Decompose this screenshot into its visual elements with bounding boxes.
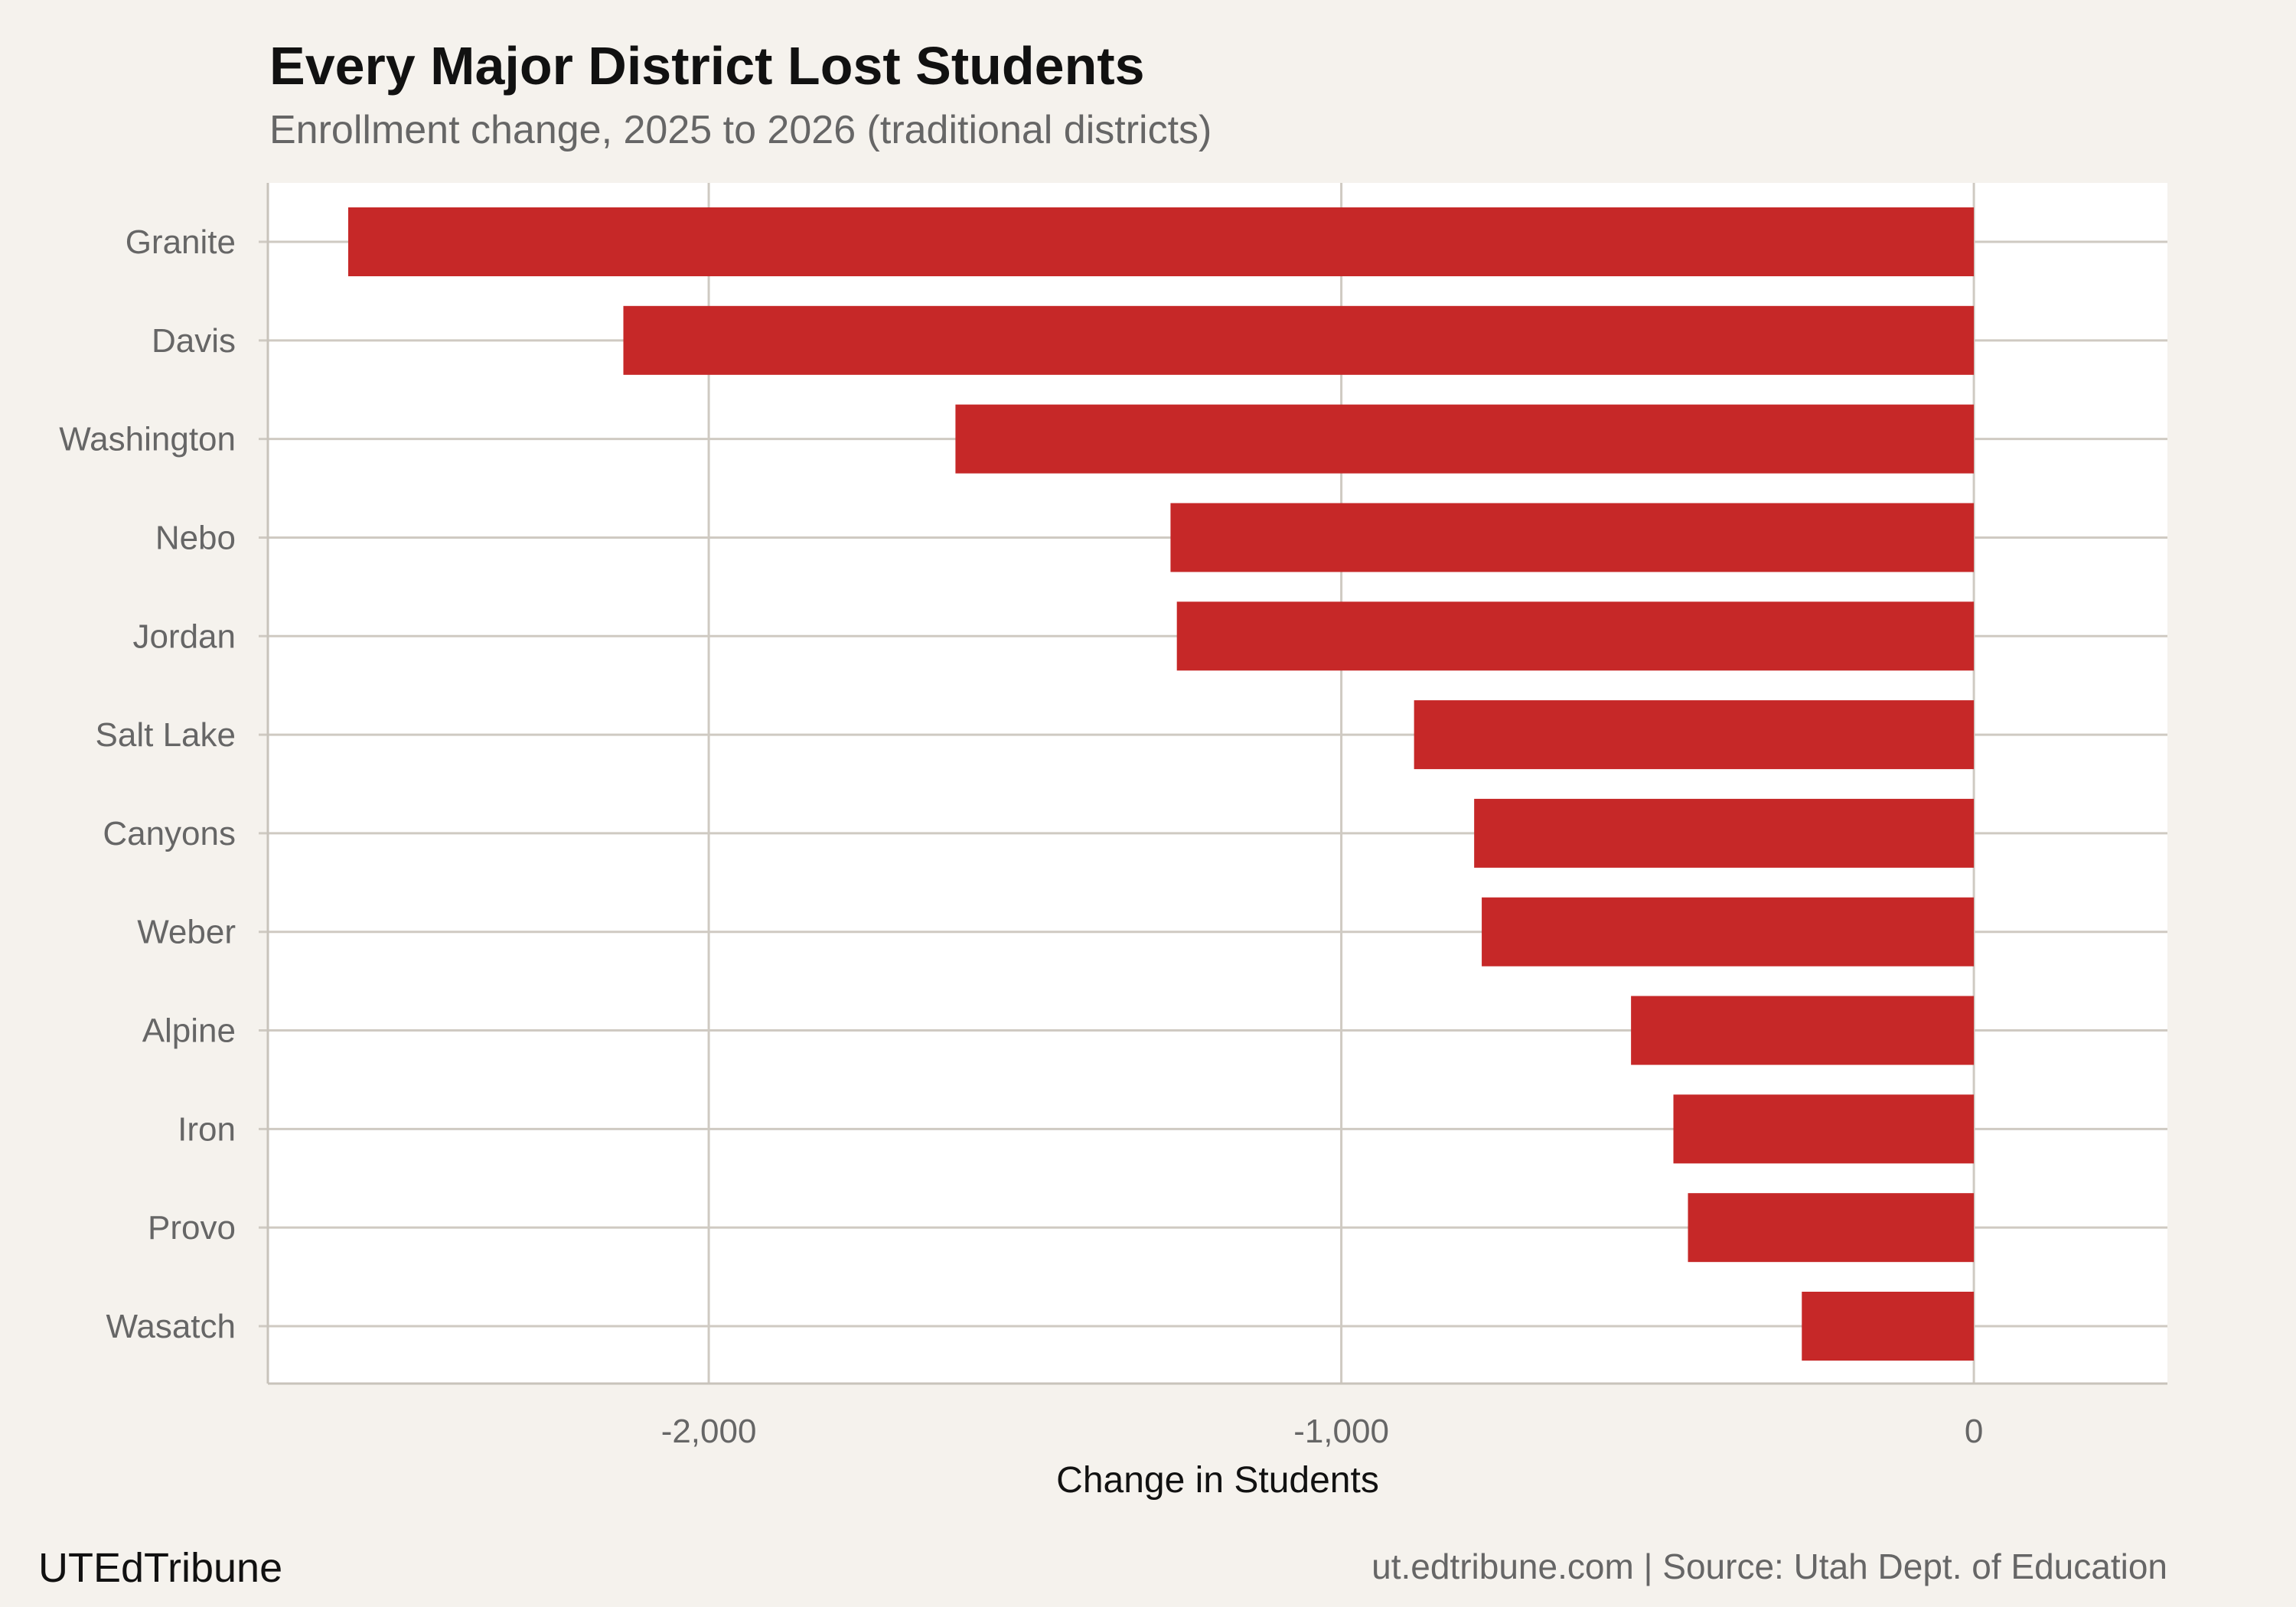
bar-granite [347, 207, 1975, 276]
y-category-label: Salt Lake [96, 716, 236, 754]
y-category-label: Davis [152, 322, 236, 360]
bar-nebo [1170, 503, 1975, 572]
bar-canyons [1474, 798, 1975, 868]
chart-subtitle: Enrollment change, 2025 to 2026 (traditi… [269, 108, 1212, 152]
y-category-label: Wasatch [106, 1308, 236, 1345]
bar-weber [1482, 897, 1975, 966]
y-category-label: Provo [148, 1209, 236, 1247]
brand-logo-text: UTEdTribune [38, 1545, 283, 1591]
bar-washington [955, 404, 1975, 474]
bar-davis [623, 305, 1975, 375]
chart-title: Every Major District Lost Students [269, 36, 1145, 96]
x-axis-label: Change in Students [1056, 1460, 1379, 1501]
plot-panel [268, 183, 2167, 1384]
y-category-label: Washington [59, 421, 236, 458]
bar-provo [1688, 1193, 1975, 1263]
source-caption: ut.edtribune.com | Source: Utah Dept. of… [1371, 1547, 2167, 1586]
bar-wasatch [1802, 1292, 1975, 1361]
y-category-label: Weber [137, 914, 236, 951]
y-category-label: Alpine [142, 1012, 236, 1050]
bar-salt-lake [1414, 700, 1975, 770]
x-tick-label: 0 [1965, 1413, 1983, 1450]
x-tick-label: -1,000 [1293, 1413, 1389, 1450]
y-category-label: Nebo [155, 519, 236, 556]
y-category-label: Iron [178, 1110, 236, 1148]
bar-iron [1673, 1094, 1975, 1164]
y-category-label: Jordan [132, 618, 236, 655]
y-category-label: Granite [126, 223, 236, 261]
x-tick-label: -2,000 [661, 1413, 757, 1450]
bar-jordan [1176, 601, 1975, 671]
bar-alpine [1631, 996, 1975, 1065]
y-category-label: Canyons [103, 815, 236, 852]
